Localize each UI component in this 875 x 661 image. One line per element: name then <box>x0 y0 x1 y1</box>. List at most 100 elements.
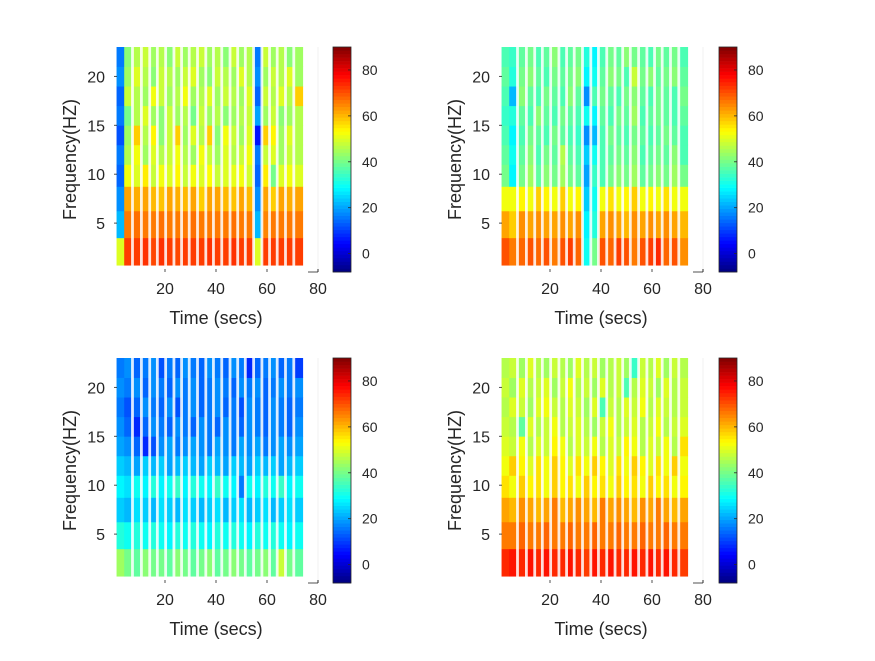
colorbar-swatch <box>333 163 351 167</box>
colorbar-swatch <box>333 502 351 506</box>
heatmap-cell <box>502 497 510 522</box>
window-gap-line <box>661 358 664 583</box>
colorbar-swatch <box>719 258 737 262</box>
heatmap-cell <box>117 164 125 186</box>
heatmap-cell <box>117 397 125 417</box>
colorbar-swatch <box>719 265 737 269</box>
colorbar-swatch <box>333 219 351 223</box>
colorbar-swatch <box>719 216 737 220</box>
colorbar-swatch <box>333 240 351 244</box>
colorbar-swatch <box>719 174 737 178</box>
colorbar-swatch <box>333 198 351 202</box>
heatmap-cell <box>502 47 510 67</box>
window-gap-line <box>605 47 608 272</box>
heatmap-cell <box>117 125 125 145</box>
colorbar-tick-label: 20 <box>748 511 764 527</box>
colorbar-swatch <box>333 421 351 425</box>
window-gap-line <box>284 47 287 272</box>
window-gap-line <box>252 358 255 583</box>
colorbar-swatch <box>333 177 351 181</box>
colorbar-swatch <box>333 520 351 524</box>
colorbar-swatch <box>719 565 737 569</box>
heatmap-cell <box>502 145 510 165</box>
colorbar-swatch <box>719 456 737 460</box>
y-tick-label: 20 <box>87 69 105 86</box>
heatmap-cell <box>502 417 510 437</box>
colorbar-swatch <box>719 184 737 188</box>
colorbar-swatch <box>333 51 351 55</box>
heatmap-cell <box>117 497 125 522</box>
heatmap-cell <box>117 211 125 238</box>
colorbar-swatch <box>719 96 737 100</box>
window-gap-line <box>669 47 672 272</box>
colorbar-swatch <box>333 460 351 464</box>
colorbar-swatch <box>333 527 351 531</box>
window-gap-line <box>236 47 239 272</box>
colorbar-swatch <box>333 530 351 534</box>
y-axis-label: Frequency(HZ) <box>60 99 80 220</box>
colorbar-swatch <box>333 414 351 418</box>
colorbar-swatch <box>333 117 351 121</box>
colorbar-swatch <box>333 485 351 489</box>
window-gap-line <box>629 358 632 583</box>
colorbar-swatch <box>719 240 737 244</box>
heatmap-cell <box>502 436 510 456</box>
colorbar-swatch <box>333 181 351 185</box>
colorbar-swatch <box>333 100 351 104</box>
x-tick-label: 60 <box>258 281 276 298</box>
y-tick-label: 20 <box>87 380 105 397</box>
colorbar-swatch <box>333 65 351 69</box>
window-gap-line <box>581 47 584 272</box>
colorbar: 020406080 <box>333 358 378 583</box>
colorbar-swatch <box>333 205 351 209</box>
heatmap-cell <box>502 397 510 417</box>
colorbar-swatch <box>719 362 737 366</box>
heatmap-cell <box>117 417 125 437</box>
colorbar-swatch <box>719 418 737 422</box>
colorbar-swatch <box>719 107 737 111</box>
y-tick-label: 10 <box>87 478 105 495</box>
x-axis-label: Time (secs) <box>554 619 647 639</box>
colorbar-swatch <box>719 170 737 174</box>
x-tick-label: 80 <box>309 281 327 298</box>
window-gap-line <box>605 358 608 583</box>
x-tick-label: 40 <box>592 592 610 609</box>
x-axis-label: Time (secs) <box>169 619 262 639</box>
colorbar-swatch <box>719 421 737 425</box>
colorbar-swatch <box>719 523 737 527</box>
window-gap-line <box>516 358 519 583</box>
colorbar-swatch <box>333 365 351 369</box>
window-gap-line <box>131 358 134 583</box>
window-gap-line <box>244 47 247 272</box>
heatmap-cell <box>502 238 510 266</box>
window-gap-line <box>164 47 167 272</box>
colorbar-swatch <box>719 58 737 62</box>
heatmap-cell <box>502 125 510 145</box>
x-tick-label: 20 <box>156 281 174 298</box>
colorbar-swatch <box>719 251 737 255</box>
colorbar-swatch <box>719 463 737 467</box>
window-gap-line <box>549 358 552 583</box>
heatmap-cell <box>117 456 125 476</box>
colorbar-tick-label: 0 <box>362 557 370 573</box>
heatmap-cell <box>502 186 510 211</box>
y-tick-label: 5 <box>96 216 105 233</box>
window-gap-line <box>646 358 649 583</box>
colorbar-swatch <box>333 58 351 62</box>
colorbar-swatch <box>333 541 351 545</box>
colorbar-tick-label: 40 <box>748 465 764 481</box>
colorbar-tick-label: 80 <box>748 62 764 78</box>
colorbar-swatch <box>719 82 737 86</box>
colorbar-swatch <box>333 254 351 258</box>
window-gap-line <box>148 47 151 272</box>
colorbar-swatch <box>333 558 351 562</box>
heatmap-cell <box>117 549 125 577</box>
x-tick-label: 80 <box>309 592 327 609</box>
colorbar-swatch <box>719 163 737 167</box>
colorbar-swatch <box>333 216 351 220</box>
window-gap-line <box>533 47 536 272</box>
colorbar-swatch <box>333 82 351 86</box>
colorbar-swatch <box>333 75 351 79</box>
colorbar-swatch <box>333 174 351 178</box>
